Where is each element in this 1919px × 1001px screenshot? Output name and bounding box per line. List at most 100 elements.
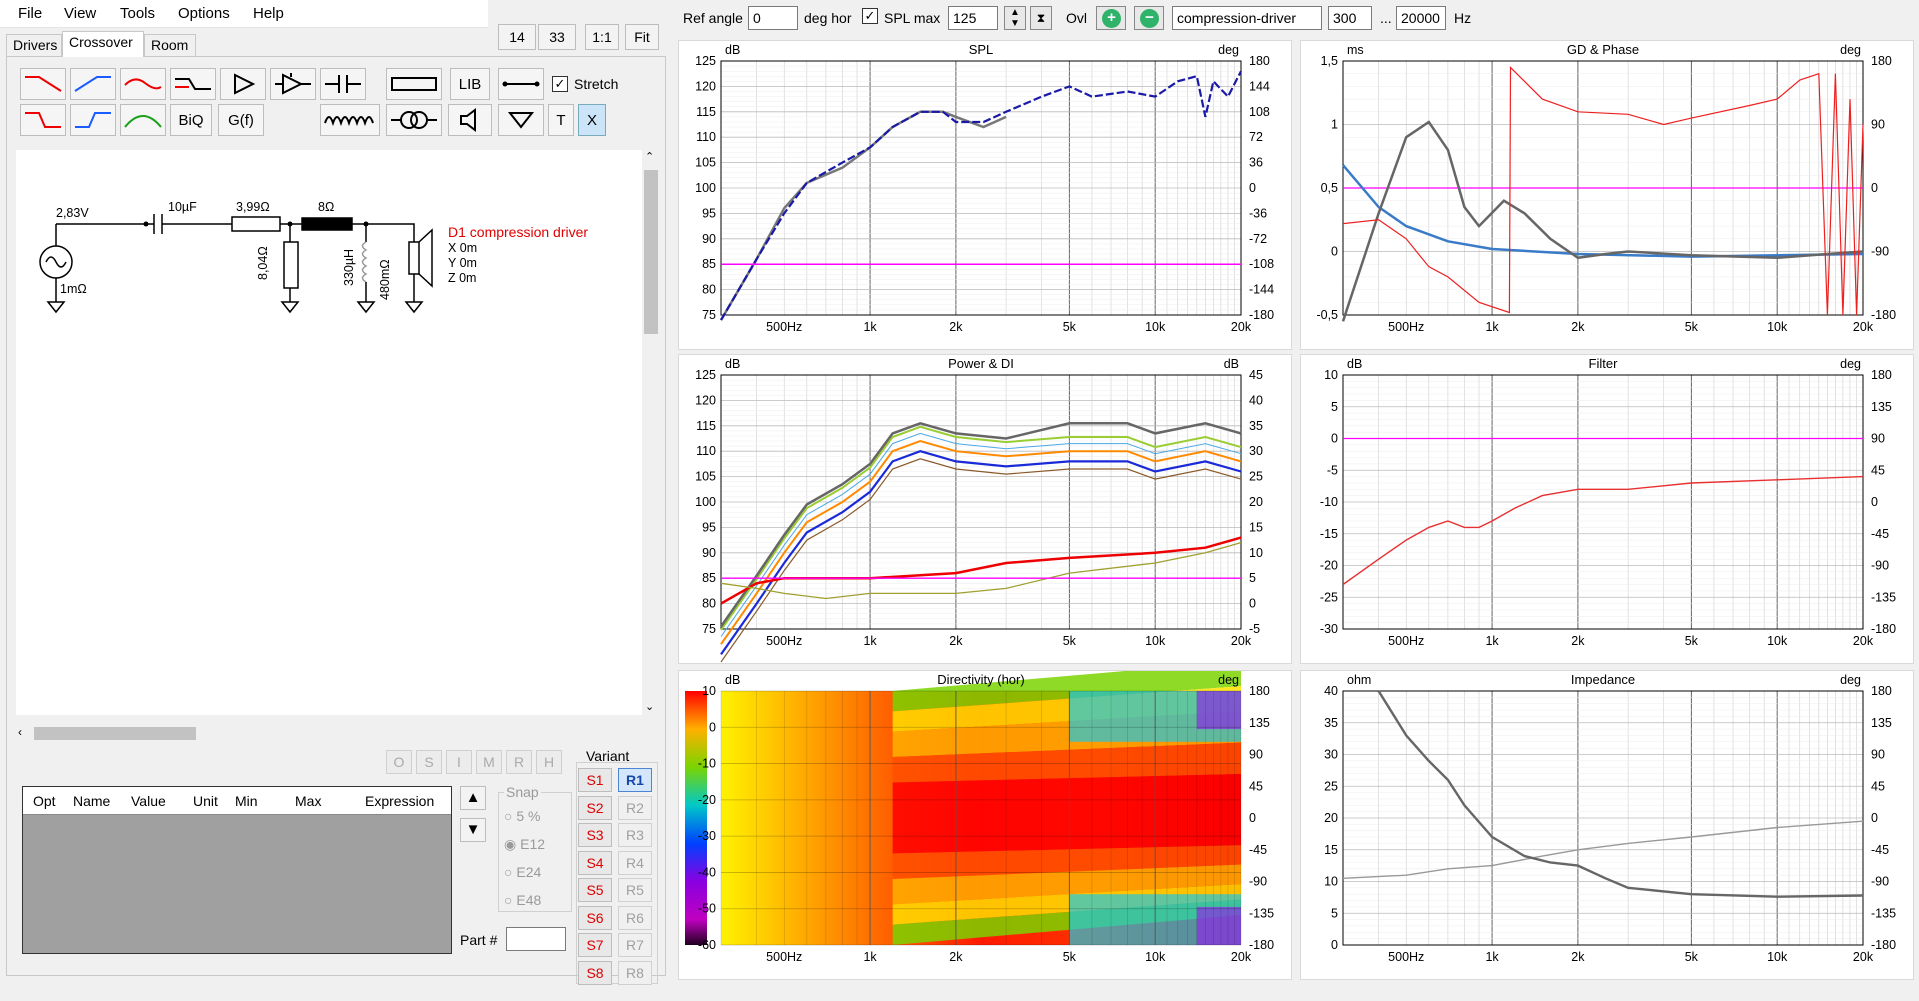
- snap-e48-radio[interactable]: ○ E48: [504, 892, 542, 908]
- driver-name[interactable]: D1 compression driver: [448, 224, 589, 240]
- spl-max-input[interactable]: [948, 6, 998, 30]
- stretch-checkbox[interactable]: ✓: [552, 76, 568, 92]
- schematic-vscroll[interactable]: ⌃ ⌄: [642, 150, 660, 715]
- spl-max-checkbox[interactable]: ✓: [862, 8, 878, 24]
- power-di-chart[interactable]: 125 120 115 110 105 100 95 90 85 80 75 45 40 35 30 25 20…: [678, 354, 1292, 664]
- freq-high-input[interactable]: [1396, 6, 1446, 30]
- opt-h-button[interactable]: H: [536, 750, 562, 774]
- scroll-down-icon[interactable]: ⌄: [645, 701, 655, 713]
- speaker-icon[interactable]: [448, 104, 492, 136]
- tab-drivers[interactable]: Drivers: [6, 34, 62, 56]
- snap-e24-radio[interactable]: ○ E24: [504, 864, 542, 880]
- menu-options[interactable]: Options: [178, 5, 230, 22]
- opt-o-button[interactable]: O: [386, 750, 412, 774]
- lowpass-red-button[interactable]: [20, 68, 66, 100]
- variant-r1-button[interactable]: R1: [618, 768, 652, 792]
- col-expression[interactable]: Expression: [365, 793, 435, 809]
- schematic-hscroll[interactable]: ‹: [16, 724, 642, 742]
- tab-crossover[interactable]: Crossover: [62, 31, 144, 57]
- x-button[interactable]: X: [578, 104, 606, 136]
- variant-r7-button[interactable]: R7: [618, 933, 652, 957]
- capacitor-value[interactable]: 10µF: [168, 200, 197, 214]
- overlay-remove-button[interactable]: −: [1134, 6, 1164, 30]
- spl-chart[interactable]: 125 120 115 110 105 100 95 90 85 80 75 180 144 108 72 3…: [678, 40, 1292, 350]
- vscroll-thumb[interactable]: [644, 170, 658, 334]
- impedance-chart[interactable]: 40 35 30 25 20 15 10 5 0 180 135 90 45 0 -45 -90 -135 -18…: [1300, 670, 1914, 980]
- col-opt[interactable]: Opt: [33, 793, 56, 809]
- menu-view[interactable]: View: [64, 5, 97, 22]
- snap-5-radio[interactable]: ○ 5 %: [504, 808, 541, 824]
- opt-i-button[interactable]: I: [446, 750, 472, 774]
- variant-s3-button[interactable]: S3: [578, 823, 612, 847]
- inductor-icon[interactable]: [320, 104, 380, 136]
- filter-chart[interactable]: 10 5 0 -5 -10 -15 -20 -25 -30 180 135 90 45 0 -45 -90 -1…: [1300, 354, 1914, 664]
- variant-r6-button[interactable]: R6: [618, 905, 652, 930]
- variant-r2-button[interactable]: R2: [618, 795, 652, 820]
- variant-s5-button[interactable]: S5: [578, 878, 612, 902]
- variant-r3-button[interactable]: R3: [618, 823, 652, 847]
- spl-fit-icon[interactable]: ⧗: [1030, 6, 1052, 30]
- col-unit[interactable]: Unit: [193, 793, 218, 809]
- amplifier-icon[interactable]: [220, 68, 266, 100]
- inductor-value[interactable]: 330µH: [342, 248, 356, 286]
- snap-e12-radio[interactable]: ◉ E12: [504, 836, 546, 852]
- variant-r5-button[interactable]: R5: [618, 878, 652, 902]
- shelf-button[interactable]: [170, 68, 216, 100]
- optimizer-table[interactable]: Opt Name Value Unit Min Max Expression: [22, 786, 452, 954]
- spl-spin-icon[interactable]: ▲ ▼: [1004, 6, 1026, 30]
- resistor-icon[interactable]: [386, 68, 442, 100]
- resistor-shunt-value[interactable]: 8,04Ω: [256, 246, 270, 280]
- hscroll-thumb[interactable]: [34, 727, 196, 740]
- menu-help[interactable]: Help: [253, 5, 284, 22]
- zoom-14-button[interactable]: 14: [498, 24, 536, 50]
- biq-button[interactable]: BiQ: [170, 104, 212, 136]
- variant-s8-button[interactable]: S8: [578, 960, 612, 985]
- variant-r8-button[interactable]: R8: [618, 960, 652, 985]
- variant-s7-button[interactable]: S7: [578, 933, 612, 957]
- driver-field-input[interactable]: [1172, 6, 1322, 30]
- gf-button[interactable]: G(f): [218, 104, 264, 136]
- menu-file[interactable]: File: [18, 5, 43, 22]
- inductor-resistance-value[interactable]: 480mΩ: [378, 259, 392, 300]
- highpass-blue-button[interactable]: [70, 68, 116, 100]
- col-max[interactable]: Max: [295, 793, 322, 809]
- scroll-up-icon[interactable]: ⌃: [645, 151, 655, 163]
- directivity-chart[interactable]: 10 0 -10 -20 -30 -40 -50 -60 180 135 90 45 0 -45 -90 -1…: [678, 670, 1292, 980]
- lib-button[interactable]: LIB: [450, 68, 490, 100]
- buffer-icon[interactable]: [270, 68, 316, 100]
- variant-s6-button[interactable]: S6: [578, 905, 612, 930]
- menu-tools[interactable]: Tools: [120, 5, 156, 22]
- opt-m-button[interactable]: M: [476, 750, 502, 774]
- zoom-33-button[interactable]: 33: [538, 24, 576, 50]
- scroll-left-icon[interactable]: ‹: [18, 725, 22, 739]
- bandpass-green-button[interactable]: [120, 104, 166, 136]
- col-min[interactable]: Min: [235, 793, 258, 809]
- resistor-8-value[interactable]: 8Ω: [318, 200, 335, 214]
- freq-low-input[interactable]: [1328, 6, 1372, 30]
- variant-s1-button[interactable]: S1: [578, 768, 612, 792]
- col-name[interactable]: Name: [73, 793, 111, 809]
- ground-icon[interactable]: [498, 104, 544, 136]
- variant-r4-button[interactable]: R4: [618, 850, 652, 875]
- schematic-canvas[interactable]: 2,83V 1mΩ 10µF 3,99Ω 8Ω 8,04Ω 330µH 480m…: [16, 150, 642, 715]
- gd-phase-chart[interactable]: 1,5 1 0,5 0 -0,5 180 90 0 -90 -180 500Hz 1k 2k 5k 10k 2…: [1300, 40, 1914, 350]
- overlay-add-button[interactable]: +: [1096, 6, 1126, 30]
- tab-room[interactable]: Room: [144, 34, 196, 56]
- col-value[interactable]: Value: [131, 793, 166, 809]
- part-number-input[interactable]: [506, 927, 566, 951]
- transformer-icon[interactable]: [386, 104, 442, 136]
- lowpass-red-2-button[interactable]: [20, 104, 66, 136]
- wire-icon[interactable]: [498, 68, 544, 100]
- variant-s4-button[interactable]: S4: [578, 850, 612, 875]
- resistor-series-value[interactable]: 3,99Ω: [236, 200, 270, 214]
- ref-angle-input[interactable]: [748, 6, 798, 30]
- zoom-fit-button[interactable]: Fit: [625, 24, 659, 50]
- zoom-1to1-button[interactable]: 1:1: [585, 24, 619, 50]
- bandpass-red-button[interactable]: [120, 68, 166, 100]
- opt-r-button[interactable]: R: [506, 750, 532, 774]
- t-button[interactable]: T: [548, 104, 574, 136]
- move-up-button[interactable]: ▲: [460, 786, 486, 810]
- variant-s2-button[interactable]: S2: [578, 795, 612, 820]
- highpass-blue-2-button[interactable]: [70, 104, 116, 136]
- opt-s-button[interactable]: S: [416, 750, 442, 774]
